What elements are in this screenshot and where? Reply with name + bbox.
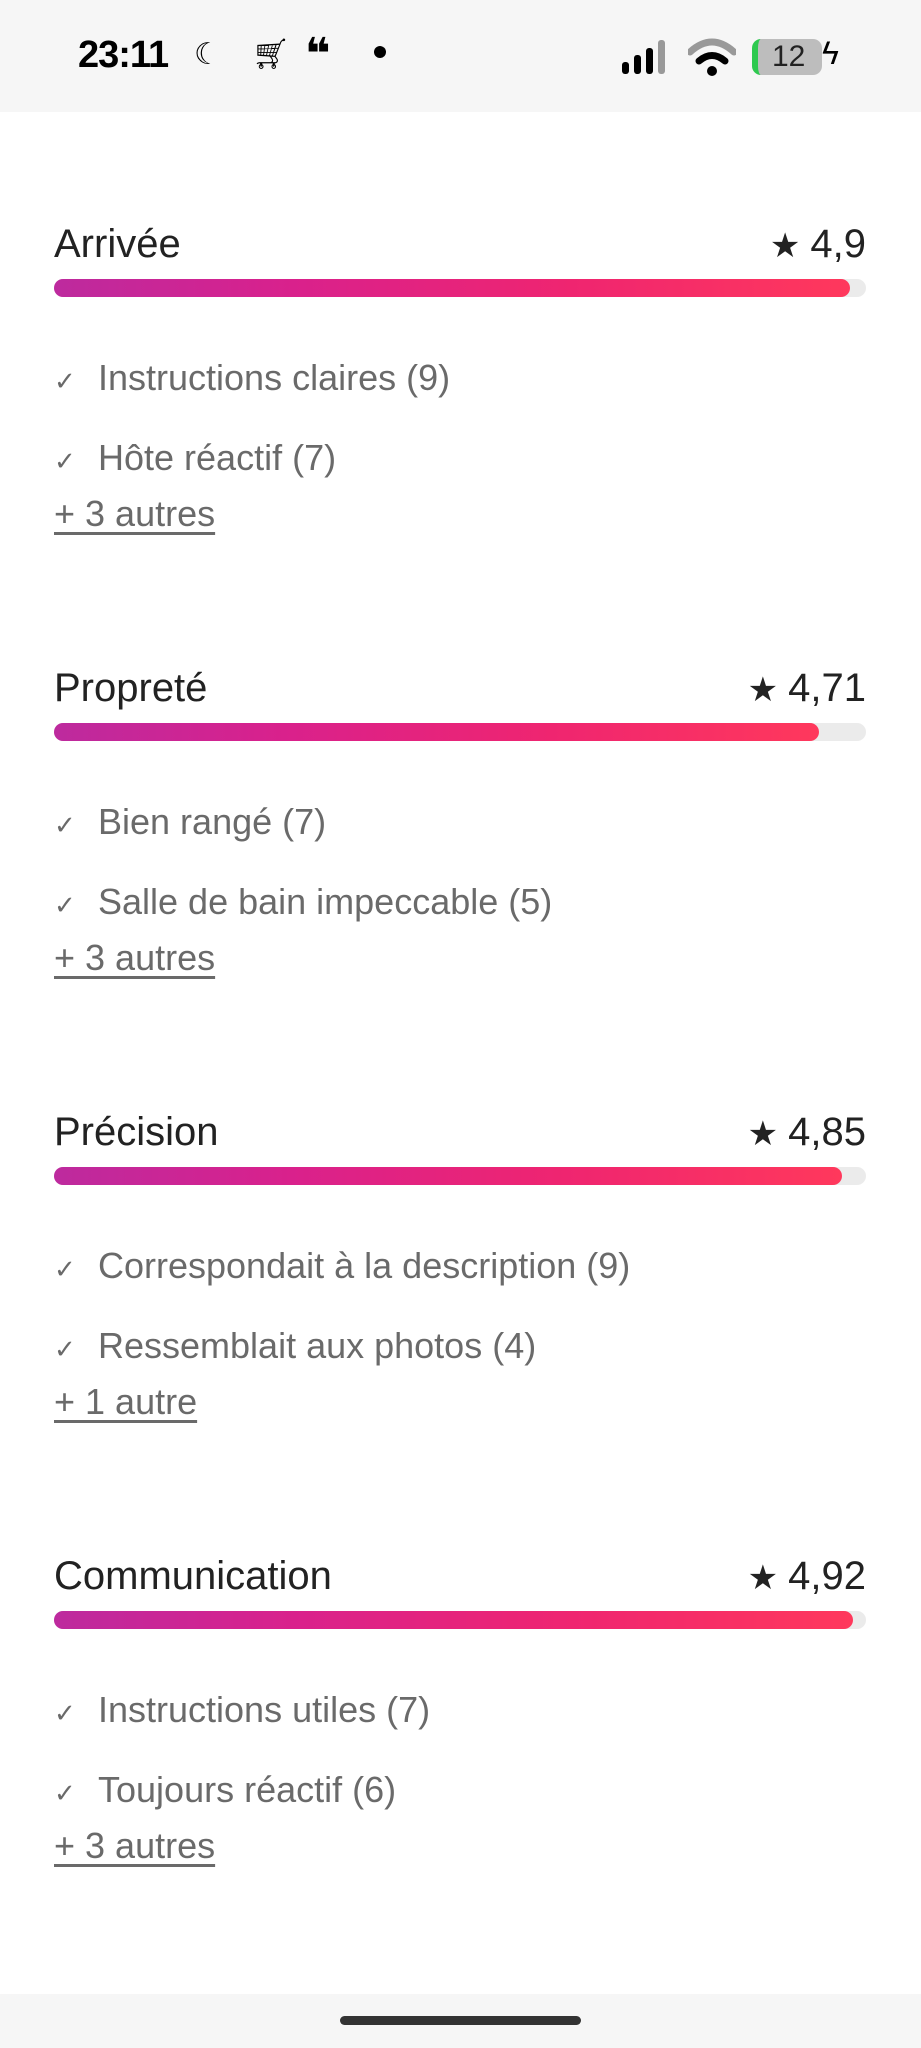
category-rating: ★ 4,71 — [748, 664, 866, 714]
star-icon: ★ — [747, 1115, 779, 1153]
star-icon: ★ — [769, 227, 801, 265]
rating-category: Communication ★ 4,92 ✓ Instructions utiles (… — [54, 1552, 866, 1972]
show-more-link[interactable]: + 3 autres — [54, 1825, 216, 1866]
rating-bar-fill — [54, 1167, 842, 1185]
highlight-item: ✓ Ressemblait aux photos (4) — [54, 1324, 536, 1371]
check-icon: ✓ — [54, 366, 76, 396]
rating-value: 4,9 — [810, 222, 866, 266]
rating-bar — [54, 1167, 866, 1185]
highlight-label: Correspondait à la description (9) — [98, 1245, 631, 1286]
category-rating: ★ 4,92 — [748, 1552, 866, 1602]
rating-category: Propreté ★ 4,71 ✓ Bien rangé (7) ✓ Salle de ba… — [54, 664, 866, 1084]
check-icon: ✓ — [54, 810, 76, 840]
highlight-item: ✓ Bien rangé (7) — [54, 800, 326, 847]
status-bar: 23:11 ☾ 🛒︎ ❝ 12 ϟ — [0, 0, 921, 112]
charging-icon: ϟ — [822, 35, 839, 71]
battery-level: 12 — [772, 40, 806, 73]
cart-icon: 🛒︎ — [252, 38, 291, 71]
signal-icon — [622, 40, 665, 74]
rating-bar — [54, 723, 866, 741]
show-more-link[interactable]: + 1 autre — [54, 1381, 198, 1422]
category-title: Arrivée — [54, 222, 181, 266]
star-icon: ★ — [747, 671, 779, 709]
rating-value: 4,85 — [788, 1110, 866, 1154]
show-more-link[interactable]: + 3 autres — [54, 493, 216, 534]
rating-value: 4,92 — [788, 1554, 866, 1598]
rating-value: 4,71 — [788, 666, 866, 710]
category-title: Précision — [54, 1110, 219, 1154]
battery-icon: 12 — [752, 39, 822, 75]
rating-bar-fill — [54, 279, 850, 297]
status-time: 23:11 — [78, 34, 169, 76]
check-icon: ✓ — [54, 1334, 76, 1364]
wifi-icon — [688, 38, 736, 76]
check-icon: ✓ — [54, 446, 76, 476]
star-icon: ★ — [747, 1559, 779, 1597]
highlight-label: Salle de bain impeccable (5) — [98, 881, 553, 922]
highlight-item: ✓ Correspondait à la description (9) — [54, 1244, 630, 1291]
highlight-label: Toujours réactif (6) — [98, 1769, 397, 1810]
category-rating: ★ 4,85 — [748, 1108, 866, 1158]
rating-category: Arrivée ★ 4,9 ✓ Instructions claires (9) ✓ Hôt… — [54, 220, 866, 640]
highlight-item: ✓ Toujours réactif (6) — [54, 1768, 396, 1815]
check-icon: ✓ — [54, 1698, 76, 1728]
show-more-link[interactable]: + 3 autres — [54, 937, 216, 978]
category-title: Communication — [54, 1554, 332, 1598]
dot-icon — [374, 46, 386, 58]
highlight-item: ✓ Salle de bain impeccable (5) — [54, 880, 552, 927]
check-icon: ✓ — [54, 1778, 76, 1808]
highlight-item: ✓ Instructions claires (9) — [54, 356, 450, 403]
check-icon: ✓ — [54, 1254, 76, 1284]
category-rating: ★ 4,9 — [770, 220, 866, 270]
highlight-label: Bien rangé (7) — [98, 801, 327, 842]
rating-bar-fill — [54, 1611, 853, 1629]
quote-icon: ❝ — [305, 30, 331, 79]
highlight-label: Hôte réactif (7) — [98, 437, 337, 478]
category-title: Propreté — [54, 666, 208, 710]
check-icon: ✓ — [54, 890, 76, 920]
highlight-item: ✓ Instructions utiles (7) — [54, 1688, 430, 1735]
highlight-label: Instructions claires (9) — [98, 357, 451, 398]
rating-category: Précision ★ 4,85 ✓ Correspondait à la descri… — [54, 1108, 866, 1528]
moon-icon: ☾ — [194, 38, 221, 71]
rating-bar-fill — [54, 723, 819, 741]
highlight-label: Ressemblait aux photos (4) — [98, 1325, 537, 1366]
rating-bar — [54, 279, 866, 297]
highlight-item: ✓ Hôte réactif (7) — [54, 436, 336, 483]
rating-bar — [54, 1611, 866, 1629]
home-indicator[interactable] — [340, 2016, 581, 2025]
highlight-label: Instructions utiles (7) — [98, 1689, 431, 1730]
